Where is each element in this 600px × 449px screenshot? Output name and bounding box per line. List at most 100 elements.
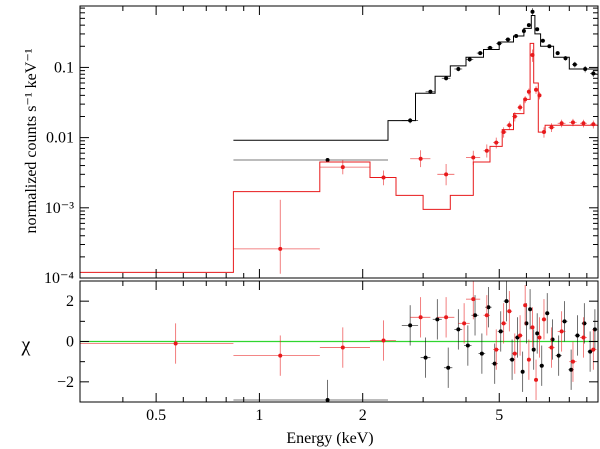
plot-area xyxy=(80,8,598,274)
point-marker xyxy=(537,93,542,98)
data-point xyxy=(541,127,547,138)
data-point xyxy=(555,51,560,56)
point-marker xyxy=(570,359,575,364)
point-marker xyxy=(471,297,476,302)
data-point xyxy=(517,104,523,111)
point-marker xyxy=(541,317,546,322)
point-marker xyxy=(581,121,586,126)
data-point xyxy=(500,303,507,344)
data-point xyxy=(505,37,511,42)
data-point xyxy=(557,311,566,352)
data-point xyxy=(441,76,451,81)
model-step-line xyxy=(80,42,598,273)
point-marker xyxy=(418,315,423,320)
point-marker xyxy=(518,105,523,110)
point-marker xyxy=(535,331,540,336)
data-point xyxy=(526,88,531,96)
point-marker xyxy=(523,97,528,102)
data-point xyxy=(401,118,419,124)
data-point xyxy=(458,303,470,344)
point-marker xyxy=(462,321,467,326)
data-point xyxy=(506,291,513,332)
point-marker xyxy=(381,338,386,343)
point-marker xyxy=(530,53,535,58)
data-point xyxy=(530,307,535,348)
data-point xyxy=(485,287,492,328)
point-marker xyxy=(569,367,574,372)
data-point xyxy=(476,51,484,56)
point-marker xyxy=(467,57,472,62)
point-marker xyxy=(541,130,546,135)
point-marker xyxy=(444,172,449,177)
data-point xyxy=(574,315,581,356)
x-tick-label: 0.5 xyxy=(146,407,166,424)
data-point xyxy=(531,329,536,370)
data-point xyxy=(537,317,542,358)
data-point xyxy=(512,333,518,374)
point-marker xyxy=(325,397,330,402)
data-point xyxy=(580,119,587,128)
chi-axis-title: χ xyxy=(21,334,31,356)
data-point xyxy=(557,119,566,128)
data-point xyxy=(233,157,388,162)
data-point xyxy=(563,56,568,61)
model-step-line xyxy=(233,15,598,141)
y-axis-title: normalized counts s⁻¹ keV⁻¹ xyxy=(23,48,40,233)
point-marker xyxy=(471,155,476,160)
data-point xyxy=(369,320,396,361)
point-marker xyxy=(501,321,506,326)
data-point xyxy=(520,351,525,392)
data-point xyxy=(493,329,500,370)
data-point xyxy=(465,57,474,62)
point-marker xyxy=(540,38,545,43)
point-marker xyxy=(408,118,413,123)
data-point xyxy=(534,359,539,400)
data-point xyxy=(432,299,442,340)
point-marker xyxy=(592,327,597,332)
point-marker xyxy=(545,311,550,316)
point-marker xyxy=(498,329,503,334)
point-marker xyxy=(512,114,517,119)
data-point xyxy=(478,333,486,374)
data-point xyxy=(548,327,555,368)
point-marker xyxy=(514,34,519,39)
data-point xyxy=(410,150,431,168)
point-marker xyxy=(591,122,596,127)
data-point xyxy=(530,49,535,62)
data-point xyxy=(471,295,479,336)
x-axis-title: Energy (keV) xyxy=(286,430,373,447)
point-marker xyxy=(488,45,493,50)
point-marker xyxy=(507,309,512,314)
data-point xyxy=(580,317,587,358)
y-tick-label: 0.1 xyxy=(54,59,74,76)
data-point xyxy=(523,96,528,104)
data-point xyxy=(521,29,526,34)
data-point xyxy=(233,335,320,376)
point-marker xyxy=(521,29,526,34)
point-marker xyxy=(530,9,535,14)
y-tick-label: 0 xyxy=(66,334,74,351)
data-point xyxy=(517,315,523,356)
point-marker xyxy=(504,299,509,304)
point-marker xyxy=(494,140,499,145)
data-point xyxy=(513,34,519,39)
point-marker xyxy=(501,130,506,135)
y-tick-label: −2 xyxy=(57,374,74,391)
data-point xyxy=(590,70,597,78)
point-marker xyxy=(559,329,564,334)
data-point xyxy=(425,89,436,94)
point-marker xyxy=(428,89,433,94)
point-marker xyxy=(278,353,283,358)
axes-frame xyxy=(79,5,599,279)
data-point xyxy=(569,118,577,127)
point-marker xyxy=(479,351,484,356)
y-tick-label: 10⁻³ xyxy=(45,200,74,217)
point-marker xyxy=(520,369,525,374)
data-point xyxy=(572,61,578,68)
x-tick-label: 5 xyxy=(495,407,503,424)
data-point xyxy=(526,23,531,28)
data-point xyxy=(80,323,234,364)
data-point xyxy=(503,281,510,322)
point-marker xyxy=(591,71,596,76)
point-marker xyxy=(435,317,440,322)
